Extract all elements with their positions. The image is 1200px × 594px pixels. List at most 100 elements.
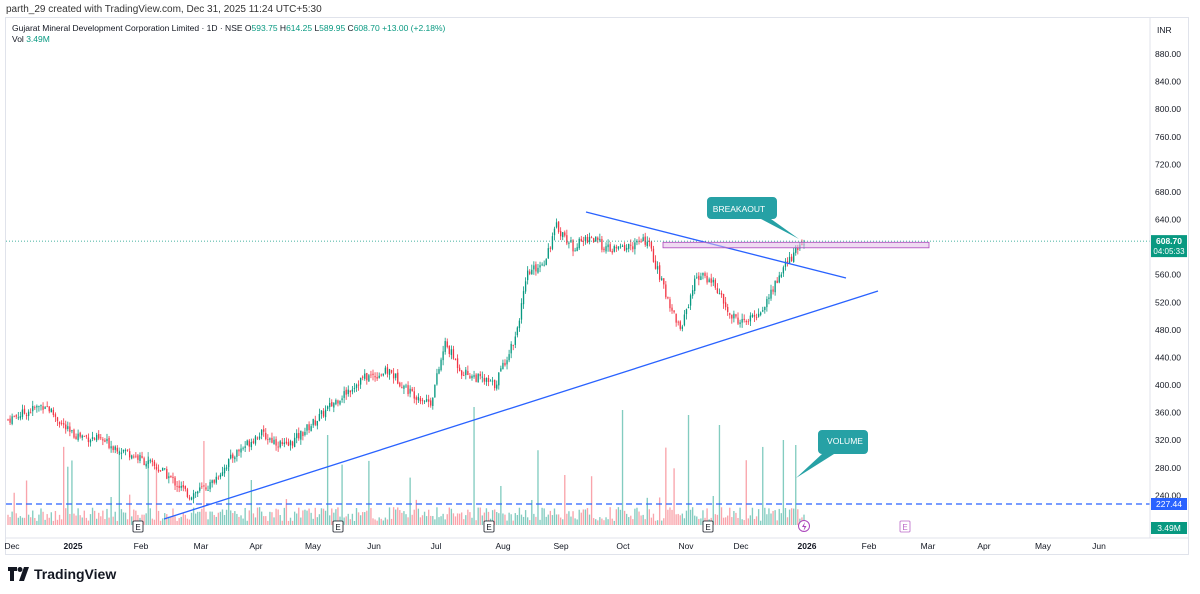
candle-body: [176, 486, 178, 487]
candle-body: [69, 426, 71, 432]
volume-bar: [314, 507, 316, 525]
candle-body: [145, 463, 147, 467]
volume-bar: [390, 518, 393, 525]
volume-bar: [44, 519, 46, 525]
volume-bar: [265, 516, 267, 525]
candle-body: [724, 302, 727, 308]
candle-body: [281, 442, 283, 444]
candle-body: [514, 336, 516, 345]
volume-bar: [333, 512, 335, 525]
volume-bar: [619, 509, 622, 525]
candle-body: [351, 389, 354, 392]
volume-bar: [580, 512, 582, 525]
candle-body: [456, 358, 459, 368]
volume-bar: [19, 516, 22, 525]
volume-legend[interactable]: Vol 3.49M: [12, 34, 50, 44]
volume-bar: [133, 509, 135, 525]
volume-bar: [232, 513, 234, 525]
volume-bar: [595, 519, 597, 525]
last-price-label: 608.70: [1156, 236, 1182, 246]
volume-bar: [776, 520, 778, 525]
volume-bar: [73, 513, 75, 525]
volume-bar: [353, 520, 356, 525]
candle-body: [207, 489, 209, 491]
volume-bar: [793, 508, 795, 525]
candle-body: [675, 313, 677, 323]
candle-body: [790, 256, 793, 262]
candle-body: [683, 314, 686, 326]
chart-frame[interactable]: [5, 17, 1189, 555]
volume-bar: [203, 440, 205, 525]
candle-body: [370, 374, 372, 376]
x-tick-label: Dec: [4, 541, 20, 551]
candle-body: [349, 390, 351, 393]
volume-bar: [417, 508, 420, 525]
candle-body: [496, 384, 498, 389]
volume-bar: [411, 514, 413, 525]
candle-body: [590, 237, 593, 239]
volume-bar: [180, 516, 182, 525]
y-tick-label: 520.00: [1155, 297, 1181, 307]
volume-bar: [522, 516, 525, 525]
volume-bar: [788, 509, 791, 525]
candle-body: [545, 259, 547, 265]
volume-bar: [634, 508, 636, 525]
volume-bar: [289, 517, 292, 525]
volume-bar: [611, 518, 613, 525]
volume-bar: [382, 520, 384, 525]
close-value: 608.70: [353, 23, 380, 33]
volume-bar: [599, 517, 601, 525]
volume-bar: [790, 508, 793, 525]
candle-body: [551, 236, 554, 249]
volume-bar: [576, 519, 578, 525]
volume-bar: [324, 510, 327, 525]
volume-bar: [741, 519, 743, 525]
volume-bar: [102, 510, 104, 525]
candle-body: [518, 320, 521, 329]
y-tick-label: 440.00: [1155, 352, 1181, 362]
volume-bar: [508, 512, 510, 525]
volume-bar: [658, 497, 661, 525]
volume-bar: [337, 507, 339, 525]
volume-bar: [638, 511, 640, 525]
candle-body: [211, 480, 213, 484]
candle-body: [149, 460, 151, 462]
volume-bar: [679, 515, 681, 525]
candle-body: [15, 415, 17, 417]
volume-bar: [201, 508, 203, 525]
candle-body: [619, 246, 622, 248]
candle-body: [755, 317, 758, 319]
candle-body: [681, 326, 684, 329]
volume-bar: [341, 464, 343, 525]
volume-bar: [63, 446, 65, 525]
candle-body: [562, 232, 564, 238]
volume-bar: [345, 516, 347, 525]
candle-body: [714, 279, 716, 288]
candle-body: [663, 278, 665, 285]
candle-body: [110, 446, 112, 449]
candle-body: [242, 447, 244, 449]
candle-body: [42, 406, 44, 410]
volume-bar: [454, 516, 457, 525]
volume-bar: [551, 515, 554, 525]
candle-body: [310, 426, 312, 432]
candle-body: [549, 247, 552, 249]
volume-bar: [487, 511, 490, 525]
candle-body: [112, 446, 114, 451]
candle-body: [605, 246, 607, 252]
volume-bar: [368, 460, 370, 525]
x-tick-label: 2026: [798, 541, 817, 551]
currency-label: INR: [1157, 25, 1172, 35]
candle-body: [494, 379, 496, 389]
candle-body: [487, 377, 490, 383]
candle-body: [687, 306, 690, 309]
candle-body: [302, 432, 304, 437]
volume-bar: [687, 415, 690, 525]
symbol-legend[interactable]: Gujarat Mineral Development Corporation …: [12, 23, 446, 33]
volume-bar: [120, 509, 123, 525]
volume-bar: [366, 510, 368, 525]
candle-body: [753, 314, 756, 317]
candle-body: [706, 275, 708, 283]
candle-body: [417, 396, 420, 401]
